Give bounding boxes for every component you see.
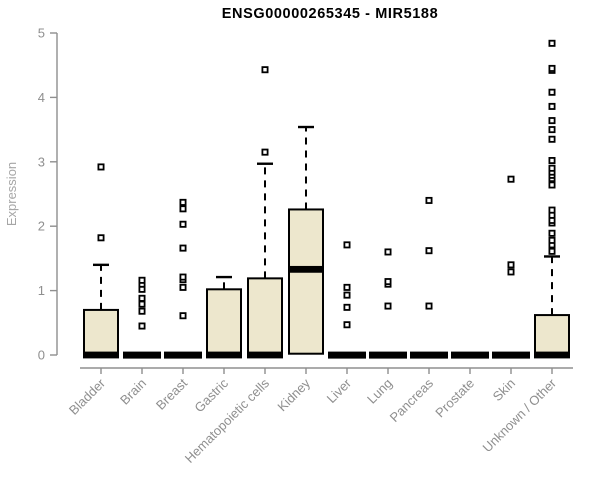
box-kidney xyxy=(288,125,324,355)
outlier-point xyxy=(179,273,187,281)
box-prostate xyxy=(451,351,489,359)
box-pancreas xyxy=(410,196,448,359)
flat-box-bar xyxy=(123,351,161,359)
flat-box-bar xyxy=(410,351,448,359)
box-rect xyxy=(288,208,324,355)
box-skin xyxy=(492,175,530,359)
outlier-point xyxy=(548,247,556,255)
outlier-point xyxy=(138,276,146,284)
x-category-label: Prostate xyxy=(432,376,477,421)
outlier-point xyxy=(138,307,146,315)
box-bladder xyxy=(83,163,119,359)
x-category-label: Pancreas xyxy=(387,375,437,425)
outlier-point xyxy=(548,88,556,96)
outlier-point xyxy=(507,261,515,269)
x-category-label: Breast xyxy=(153,375,190,412)
y-tick-label: 0 xyxy=(38,348,45,363)
x-category-label: Kidney xyxy=(274,375,313,414)
x-category-label: Gastric xyxy=(191,375,231,415)
outlier-point xyxy=(261,148,269,156)
y-tick-label: 4 xyxy=(38,90,45,105)
flat-box-bar xyxy=(492,351,530,359)
flat-box-bar xyxy=(164,351,202,359)
outlier-point xyxy=(343,291,351,299)
outlier-point xyxy=(548,126,556,134)
outlier-point xyxy=(179,198,187,206)
outlier-point xyxy=(261,66,269,74)
outlier-point xyxy=(548,117,556,125)
outlier-point xyxy=(179,205,187,213)
outlier-point xyxy=(343,303,351,311)
x-category-label: Lung xyxy=(364,376,395,407)
outlier-point xyxy=(548,206,556,214)
median-bar xyxy=(206,351,242,359)
box-rect xyxy=(83,308,119,357)
outlier-point xyxy=(138,322,146,330)
median-bar xyxy=(83,351,119,359)
outlier-point xyxy=(179,312,187,320)
outlier-point xyxy=(343,321,351,329)
y-tick-label: 3 xyxy=(38,154,45,169)
box-rect xyxy=(247,277,283,357)
box-hematopoietic-cells xyxy=(247,66,283,359)
outlier-point xyxy=(548,135,556,143)
chart-title: ENSG00000265345 - MIR5188 xyxy=(221,6,439,22)
outlier-point xyxy=(507,175,515,183)
outlier-point xyxy=(384,302,392,310)
box-lung xyxy=(369,248,407,359)
outlier-point xyxy=(179,220,187,228)
outlier-point xyxy=(343,241,351,249)
x-category-label: Brain xyxy=(117,376,149,408)
median-bar xyxy=(534,351,570,359)
x-category-label: Skin xyxy=(490,376,518,404)
outlier-point xyxy=(548,64,556,72)
box-gastric xyxy=(206,275,242,359)
outlier-point xyxy=(548,229,556,237)
outlier-point xyxy=(179,244,187,252)
outlier-point xyxy=(507,268,515,276)
outlier-point xyxy=(548,181,556,189)
outlier-point xyxy=(384,248,392,256)
y-tick-label: 5 xyxy=(38,26,45,41)
x-category-label: Bladder xyxy=(66,375,109,418)
x-category-label: Liver xyxy=(324,375,355,406)
flat-box-bar xyxy=(451,351,489,359)
outlier-point xyxy=(425,302,433,310)
box-breast xyxy=(164,198,202,359)
box-brain xyxy=(123,276,161,359)
box-rect xyxy=(534,314,570,356)
box-unknown-other xyxy=(534,39,570,359)
outlier-point xyxy=(425,196,433,204)
outlier-point xyxy=(548,102,556,110)
x-category-label: Unknown / Other xyxy=(480,375,560,455)
y-tick-label: 1 xyxy=(38,283,45,298)
median-bar xyxy=(288,265,324,273)
outlier-point xyxy=(548,39,556,47)
outlier-point xyxy=(179,283,187,291)
box-rect xyxy=(206,288,242,357)
outlier-point xyxy=(138,294,146,302)
outlier-point xyxy=(548,157,556,165)
outlier-point xyxy=(548,164,556,172)
flat-box-bar xyxy=(328,351,366,359)
outlier-point xyxy=(343,283,351,291)
outlier-point xyxy=(425,247,433,255)
flat-box-bar xyxy=(369,351,407,359)
outlier-point xyxy=(384,278,392,286)
box-liver xyxy=(328,241,366,359)
y-tick-label: 2 xyxy=(38,219,45,234)
median-bar xyxy=(247,351,283,359)
outlier-point xyxy=(548,236,556,244)
outlier-point xyxy=(138,300,146,308)
outlier-point xyxy=(97,234,105,242)
outlier-point xyxy=(97,163,105,171)
